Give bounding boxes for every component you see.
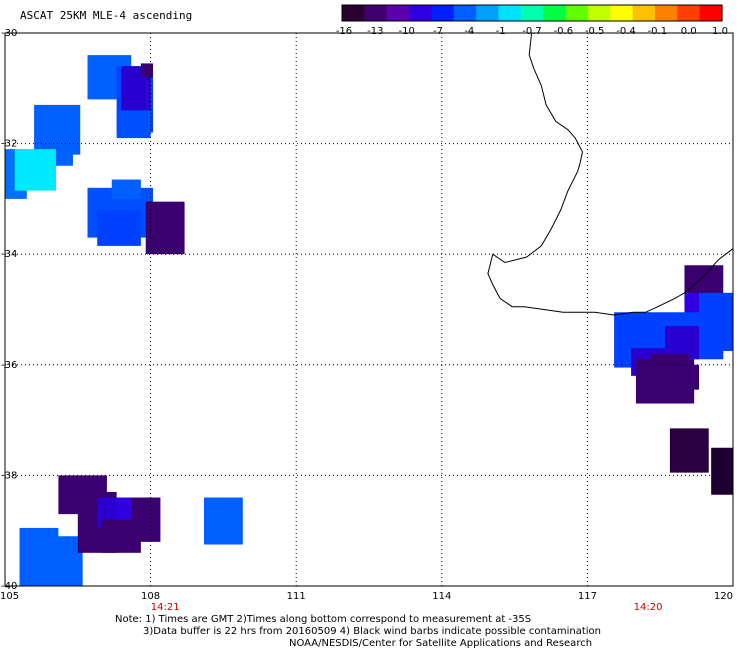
wind-swath-cell — [97, 209, 141, 246]
colorbar-tick-label: 1.0 — [712, 26, 728, 37]
time-label: 14:20 — [634, 602, 663, 613]
colorbar-tick-label: -7 — [433, 26, 443, 37]
lon-tick-label: 108 — [141, 591, 160, 602]
wind-swath-cell — [674, 364, 700, 390]
colorbar-frame — [341, 4, 723, 22]
time-label: 14:21 — [151, 602, 180, 613]
colorbar-swatch — [431, 5, 455, 21]
colorbar-tick-label: -13 — [367, 26, 383, 37]
colorbar-tick-label: -1 — [496, 26, 506, 37]
wind-swath-layer — [5, 55, 733, 586]
lat-tick-label: -34 — [1, 249, 17, 260]
colorbar-tick-label: -0.4 — [616, 26, 636, 37]
wind-swath-cell — [116, 110, 151, 139]
wind-swath-cell — [29, 536, 83, 586]
colorbar-swatch — [364, 5, 388, 21]
wind-swath-cell — [145, 201, 185, 255]
wind-swath-cell — [102, 519, 141, 553]
note-line-1: Note: 1) Times are GMT 2)Times along bot… — [115, 614, 532, 625]
colorbar-tick-label: -0.6 — [554, 26, 574, 37]
map-title: ASCAT 25KM MLE-4 ascending — [20, 9, 193, 22]
lon-tick-label: 120 — [714, 591, 733, 602]
colorbar-swatch — [543, 5, 567, 21]
colorbar-tick-label: -10 — [398, 26, 414, 37]
lat-tick-label: -30 — [1, 28, 17, 39]
colorbar-swatch — [587, 5, 611, 21]
colorbar-swatch — [498, 5, 522, 21]
colorbar-swatch — [520, 5, 544, 21]
colorbar-swatch — [565, 5, 589, 21]
colorbar-swatch — [677, 5, 701, 21]
colorbar-tick-label: -0.5 — [585, 26, 605, 37]
lat-tick-label: -40 — [1, 581, 17, 592]
wind-swath-cell — [203, 497, 243, 545]
lat-tick-label: -36 — [1, 360, 17, 371]
wind-swath-cell — [14, 149, 56, 191]
wind-swath-cell — [669, 428, 709, 473]
australia-coastline — [487, 32, 734, 316]
lon-tick-label: 105 — [0, 591, 19, 602]
colorbar-tick-label: 0.0 — [681, 26, 697, 37]
colorbar-tick-label: -0.1 — [648, 26, 668, 37]
lat-tick-label: -38 — [1, 470, 17, 481]
colorbar-swatch — [610, 5, 634, 21]
wind-swath-cell — [711, 447, 733, 495]
colorbar-swatch — [386, 5, 410, 21]
colorbar-tick-label: -16 — [336, 26, 352, 37]
map-frame — [4, 32, 734, 587]
wind-swath-cell — [111, 179, 141, 199]
lon-tick-label: 111 — [287, 591, 306, 602]
colorbar-swatch — [409, 5, 433, 21]
colorbar-swatch — [632, 5, 656, 21]
wind-swath-cell — [140, 63, 154, 78]
note-line-3: NOAA/NESDIS/Center for Satellite Applica… — [289, 638, 593, 649]
colorbar-swatch — [654, 5, 678, 21]
colorbar-tick-label: -4 — [464, 26, 474, 37]
wind-swath-cell — [34, 104, 81, 155]
colorbar-swatch — [699, 5, 723, 21]
lat-tick-label: -32 — [1, 139, 17, 150]
colorbar-swatch — [476, 5, 500, 21]
axis-labels: 105 108 111 114 117 120 -30 -32 -34 -36 -38 -40 14:2… — [0, 28, 733, 613]
colorbar: -16 -13 -10 -7 -4 -1 -0.7 -0.6 -0.5 -0.4 -0.1 0.0 1.… — [336, 4, 728, 37]
colorbar-swatch — [342, 5, 365, 21]
note-line-2: 3)Data buffer is 22 hrs from 20160509 4)… — [143, 626, 601, 637]
lon-tick-label: 114 — [432, 591, 451, 602]
colorbar-tick-label: -0.7 — [522, 26, 542, 37]
colorbar-swatch — [453, 5, 477, 21]
lon-tick-label: 117 — [578, 591, 597, 602]
